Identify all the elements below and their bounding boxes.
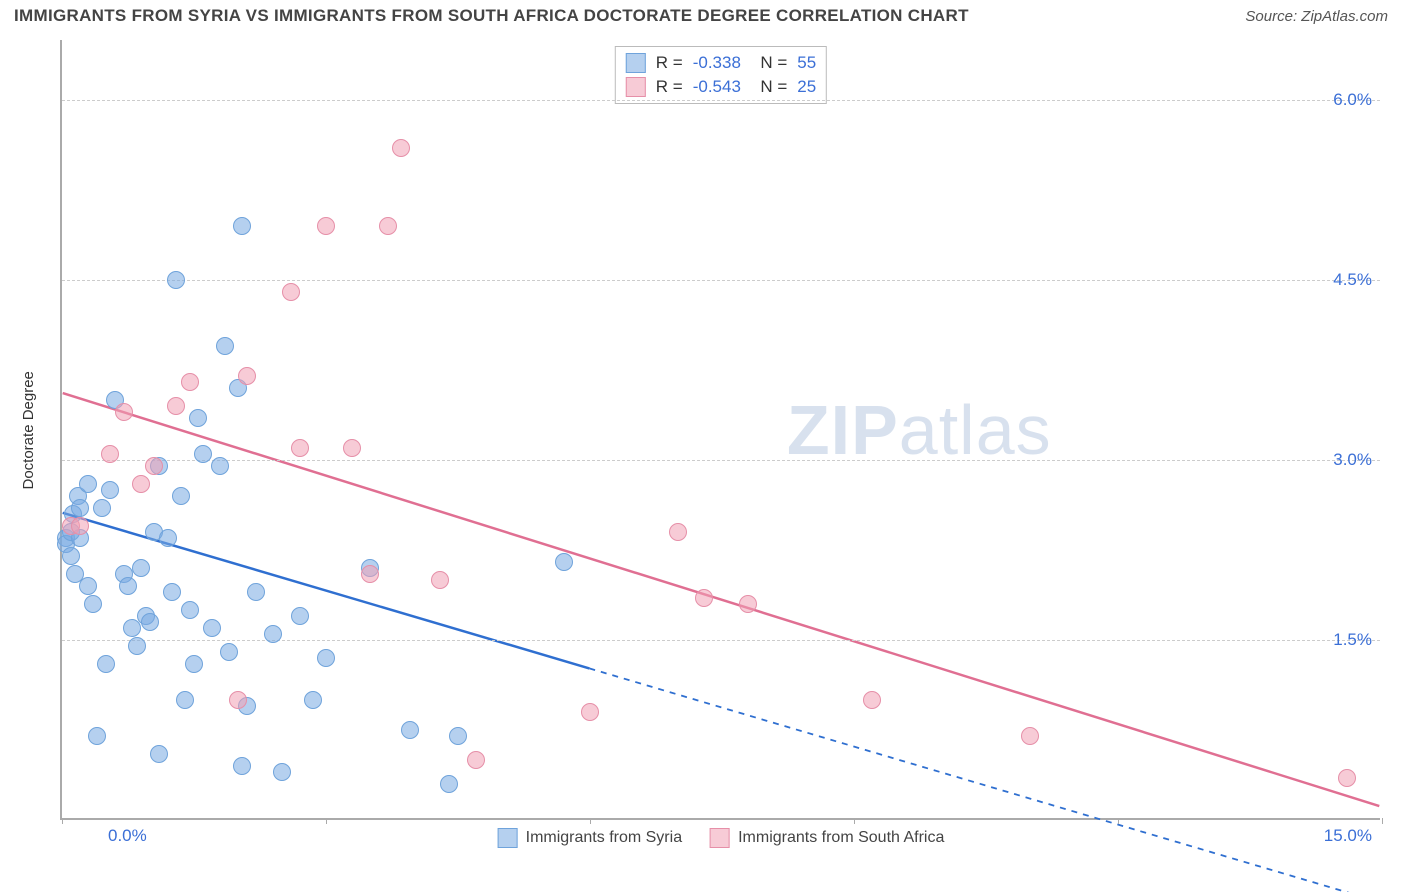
data-point	[317, 649, 335, 667]
data-point	[467, 751, 485, 769]
y-axis-label: Doctorate Degree	[20, 371, 37, 489]
plot-area: ZIPatlas R = -0.338 N = 55 R = -0.543 N …	[60, 40, 1380, 820]
chart-container: Doctorate Degree ZIPatlas R = -0.338 N =…	[14, 34, 1392, 878]
x-tick-mark	[326, 818, 327, 824]
data-point	[181, 373, 199, 391]
trend-line-dashed	[589, 668, 1379, 892]
data-point	[189, 409, 207, 427]
data-point	[1021, 727, 1039, 745]
data-point	[304, 691, 322, 709]
y-tick-label: 1.5%	[1333, 630, 1372, 650]
legend-swatch-pink	[710, 828, 730, 848]
data-point	[238, 367, 256, 385]
x-tick-mark	[1382, 818, 1383, 824]
data-point	[84, 595, 102, 613]
data-point	[401, 721, 419, 739]
data-point	[233, 217, 251, 235]
data-point	[128, 637, 146, 655]
data-point	[159, 529, 177, 547]
x-tick-mark	[854, 818, 855, 824]
trend-lines	[62, 40, 1380, 818]
data-point	[291, 439, 309, 457]
data-point	[167, 271, 185, 289]
data-point	[440, 775, 458, 793]
chart-title: IMMIGRANTS FROM SYRIA VS IMMIGRANTS FROM…	[14, 6, 969, 26]
data-point	[88, 727, 106, 745]
data-point	[317, 217, 335, 235]
data-point	[163, 583, 181, 601]
data-point	[101, 445, 119, 463]
data-point	[71, 517, 89, 535]
data-point	[581, 703, 599, 721]
data-point	[71, 499, 89, 517]
data-point	[172, 487, 190, 505]
data-point	[343, 439, 361, 457]
data-point	[62, 547, 80, 565]
legend-item: Immigrants from Syria	[498, 828, 682, 848]
gridline	[62, 100, 1380, 101]
data-point	[176, 691, 194, 709]
data-point	[119, 577, 137, 595]
x-tick-mark	[1118, 818, 1119, 824]
data-point	[194, 445, 212, 463]
legend-swatch-blue	[498, 828, 518, 848]
data-point	[264, 625, 282, 643]
data-point	[211, 457, 229, 475]
y-tick-label: 3.0%	[1333, 450, 1372, 470]
data-point	[101, 481, 119, 499]
data-point	[185, 655, 203, 673]
data-point	[115, 403, 133, 421]
x-tick-mark	[590, 818, 591, 824]
data-point	[282, 283, 300, 301]
data-point	[216, 337, 234, 355]
y-tick-label: 4.5%	[1333, 270, 1372, 290]
gridline	[62, 640, 1380, 641]
data-point	[132, 559, 150, 577]
data-point	[555, 553, 573, 571]
data-point	[449, 727, 467, 745]
data-point	[97, 655, 115, 673]
data-point	[392, 139, 410, 157]
legend-series: Immigrants from Syria Immigrants from So…	[498, 828, 945, 848]
data-point	[93, 499, 111, 517]
data-point	[141, 613, 159, 631]
data-point	[1338, 769, 1356, 787]
data-point	[695, 589, 713, 607]
data-point	[379, 217, 397, 235]
data-point	[247, 583, 265, 601]
data-point	[291, 607, 309, 625]
data-point	[79, 475, 97, 493]
data-point	[150, 745, 168, 763]
y-tick-label: 6.0%	[1333, 90, 1372, 110]
data-point	[132, 475, 150, 493]
data-point	[431, 571, 449, 589]
data-point	[79, 577, 97, 595]
data-point	[145, 457, 163, 475]
data-point	[273, 763, 291, 781]
data-point	[229, 691, 247, 709]
x-axis-max-label: 15.0%	[1324, 826, 1372, 846]
data-point	[203, 619, 221, 637]
source-attribution: Source: ZipAtlas.com	[1245, 8, 1388, 25]
gridline	[62, 280, 1380, 281]
data-point	[669, 523, 687, 541]
data-point	[233, 757, 251, 775]
legend-item: Immigrants from South Africa	[710, 828, 944, 848]
data-point	[739, 595, 757, 613]
gridline	[62, 460, 1380, 461]
data-point	[181, 601, 199, 619]
data-point	[167, 397, 185, 415]
data-point	[863, 691, 881, 709]
header: IMMIGRANTS FROM SYRIA VS IMMIGRANTS FROM…	[0, 0, 1406, 28]
x-tick-mark	[62, 818, 63, 824]
x-axis-min-label: 0.0%	[108, 826, 147, 846]
data-point	[220, 643, 238, 661]
data-point	[361, 565, 379, 583]
